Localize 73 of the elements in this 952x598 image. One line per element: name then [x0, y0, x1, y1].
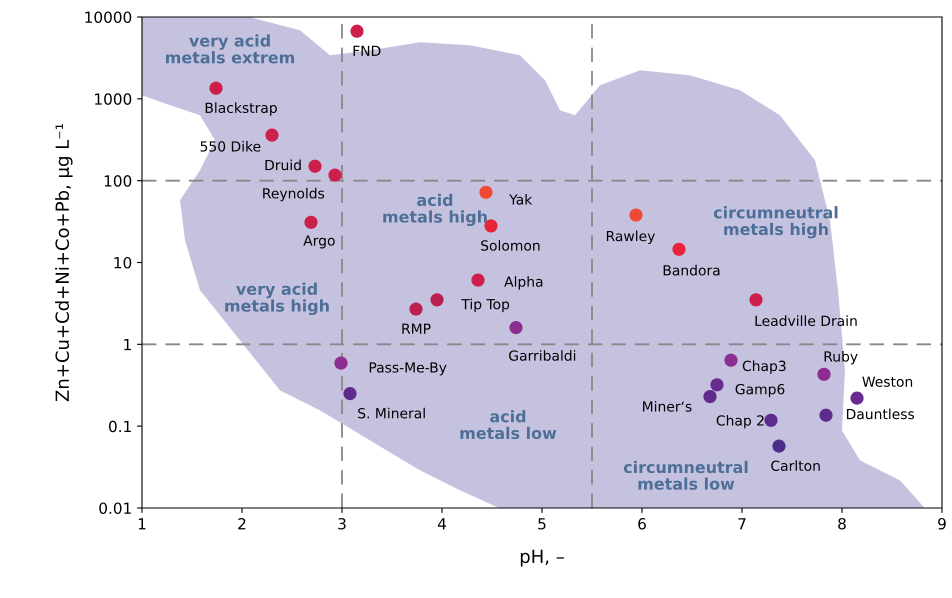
point — [265, 128, 279, 142]
point — [703, 390, 717, 404]
point — [334, 356, 348, 370]
x-tick-label: 9 — [938, 518, 946, 530]
annotation: Chap 2 — [716, 414, 764, 428]
y-tick-label: 1 — [124, 339, 131, 350]
y-tick-label: 100 — [104, 175, 132, 187]
annotation: acid metals low — [460, 410, 556, 440]
annotation: Druid — [265, 160, 301, 170]
annotation: Gamp6 — [736, 384, 784, 398]
x-tick-label: 3 — [338, 518, 346, 530]
x-tick-label: 7 — [738, 518, 746, 530]
annotation: S. Mineral — [358, 408, 425, 418]
annotation: Carlton — [771, 460, 820, 472]
y-tick-label: 0.01 — [99, 502, 131, 514]
annotation: very acid metals high — [225, 282, 329, 315]
point — [850, 392, 864, 405]
annotation: Miner‘s — [643, 400, 692, 412]
annotation: Yak — [509, 194, 532, 205]
annotation: Argo — [303, 235, 335, 248]
y-tick-label: 0.1 — [108, 420, 131, 432]
point — [471, 273, 485, 287]
annotation: very acid metals extrem — [166, 34, 294, 64]
annotation: Weston — [862, 376, 912, 387]
point — [764, 414, 778, 427]
annotation: RMP — [402, 324, 431, 334]
annotation: Blackstrap — [206, 102, 277, 116]
point — [409, 302, 423, 316]
y-tick-label: 10 — [114, 256, 132, 269]
x-tick-label: 8 — [838, 518, 846, 530]
point — [817, 368, 831, 381]
point — [749, 293, 763, 306]
point — [343, 387, 357, 400]
annotation: Bandora — [664, 264, 720, 276]
annotation: Garribaldi — [509, 350, 576, 361]
point — [672, 242, 686, 256]
x-tick-label: 1 — [138, 518, 146, 530]
annotation: Alpha — [504, 276, 542, 290]
annotation: Solomon — [481, 240, 540, 251]
annotation: Dauntless — [846, 408, 914, 420]
point — [479, 186, 493, 199]
point — [350, 24, 364, 38]
annotation: 550 Dike — [200, 140, 260, 152]
x-tick-label: 5 — [538, 518, 546, 530]
point — [308, 160, 322, 173]
x-axis-title: pH, – — [520, 550, 564, 567]
y-tick-label: 1000 — [95, 93, 132, 105]
annotation: Chap3 — [742, 360, 786, 374]
point — [430, 293, 444, 306]
x-tick-label: 6 — [638, 518, 646, 530]
annotation: Leadville Drain — [756, 315, 857, 326]
point — [724, 354, 738, 367]
annotation: FND — [354, 46, 380, 56]
annotation: circumneutral metals high — [714, 206, 838, 238]
y-axis-title: Zn+Cu+Cd+Ni+Co+Pb, µg L⁻¹ — [55, 124, 73, 402]
point — [710, 378, 724, 392]
x-tick-label: 2 — [238, 518, 246, 530]
annotation: Reynolds — [263, 188, 324, 202]
annotation: acid metals high — [383, 194, 487, 226]
point — [819, 408, 833, 422]
point — [304, 216, 318, 229]
x-tick-label: 4 — [438, 518, 446, 530]
point — [209, 82, 223, 95]
point — [509, 321, 523, 334]
point — [629, 208, 643, 222]
point — [772, 440, 786, 453]
annotation: Ruby — [824, 350, 858, 364]
point — [328, 168, 342, 182]
annotation: circumneutral metals low — [624, 460, 748, 490]
y-tick-label: 10000 — [85, 11, 132, 24]
annotation: Pass-Me-By — [370, 362, 447, 376]
annotation: Rawley — [606, 230, 655, 244]
annotation: Tip Top — [461, 298, 510, 312]
